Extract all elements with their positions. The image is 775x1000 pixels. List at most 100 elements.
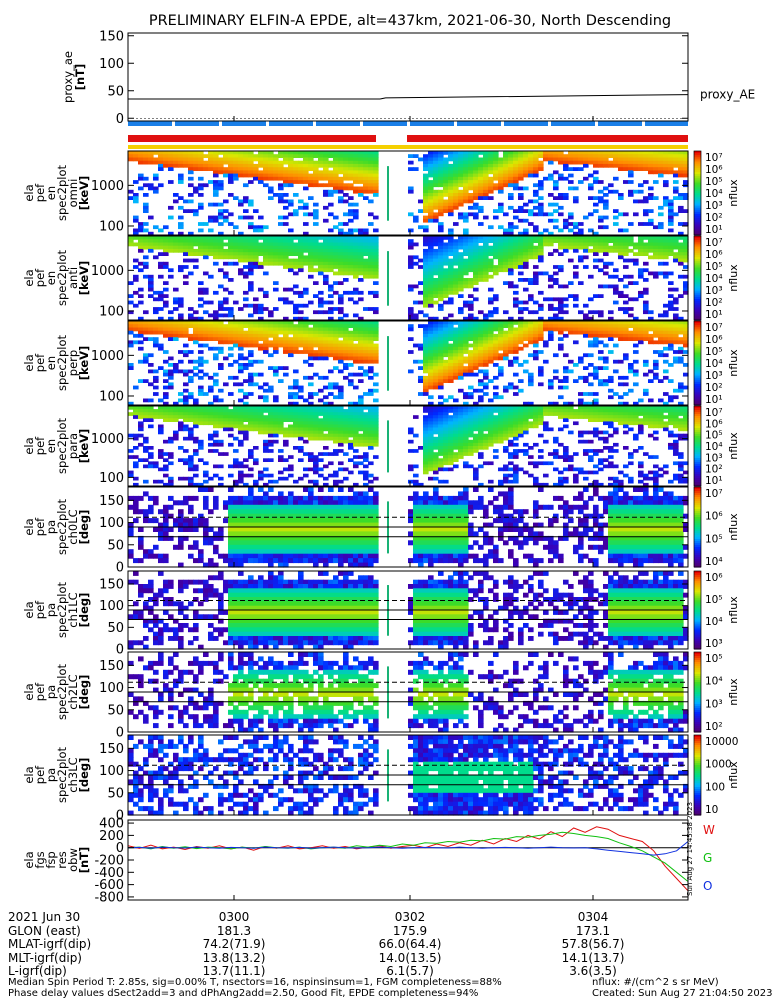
heatmap-cell: [248, 375, 254, 380]
heatmap-cell: [608, 236, 614, 240]
heatmap-cell: [663, 154, 669, 158]
heatmap-cell: [468, 160, 474, 165]
plot-title: PRELIMINARY ELFIN-A EPDE, alt=437km, 202…: [149, 13, 671, 29]
heatmap-cell: [678, 252, 684, 256]
heatmap-cell: [173, 160, 179, 165]
heatmap-cell: [488, 196, 494, 200]
heatmap-cell: [138, 421, 144, 426]
heatmap-cell: [483, 337, 489, 341]
heatmap-cell: [273, 398, 279, 403]
heatmap-cell: [213, 242, 219, 247]
heatmap-cell: [543, 236, 549, 240]
heatmap-cell: [353, 242, 359, 247]
heatmap-cell: [478, 337, 484, 341]
heatmap-cell: [298, 176, 304, 181]
heatmap-cell: [338, 167, 344, 171]
heatmap-cell: [468, 180, 474, 184]
heatmap-cell: [243, 167, 249, 171]
heatmap-cell: [428, 343, 434, 348]
heatmap-cell: [198, 375, 204, 380]
heatmap-cell: [328, 294, 334, 298]
heatmap-cell: [333, 261, 339, 266]
heatmap-cell: [218, 170, 224, 175]
heatmap-cell: [423, 337, 429, 341]
colorbar-segment: [694, 390, 701, 393]
heatmap-cell: [513, 359, 519, 364]
heatmap-cell: [128, 189, 134, 194]
heatmap-cell: [618, 154, 624, 158]
heatmap-cell: [308, 258, 314, 263]
heatmap-cell: [463, 228, 469, 233]
heatmap-cell: [438, 401, 444, 406]
heatmap-cell: [308, 427, 314, 432]
heatmap-cell: [348, 350, 354, 354]
heatmap-cell: [323, 375, 329, 380]
heatmap-cell: [313, 412, 319, 416]
heatmap-cell: [548, 193, 554, 197]
heatmap-cell: [643, 388, 649, 393]
heatmap-cell: [323, 350, 329, 354]
heatmap-cell: [203, 287, 209, 292]
heatmap-cell: [323, 415, 329, 419]
heatmap-cell: [448, 366, 454, 370]
heatmap-cell: [143, 327, 149, 332]
heatmap-cell: [513, 297, 519, 302]
heatmap-cell: [203, 236, 209, 240]
heatmap-cell: [658, 157, 664, 162]
heatmap-cell: [353, 427, 359, 432]
heatmap-cell: [463, 281, 469, 285]
heatmap-cell: [288, 173, 294, 178]
heatmap-cell: [443, 316, 449, 321]
heatmap-cell: [338, 196, 344, 200]
heatmap-cell: [558, 343, 564, 348]
heatmap-cell: [198, 287, 204, 292]
heatmap-cell: [198, 337, 204, 341]
heatmap-cell: [178, 392, 184, 396]
heatmap-cell: [348, 228, 354, 233]
heatmap-cell: [553, 180, 559, 184]
heatmap-cell: [278, 458, 284, 462]
heatmap-cell: [203, 327, 209, 332]
heatmap-cell: [543, 340, 549, 345]
heatmap-cell: [598, 340, 604, 345]
heatmap-cell: [558, 265, 564, 269]
heatmap-cell: [298, 385, 304, 390]
heatmap-cell: [298, 327, 304, 332]
heatmap-cell: [448, 337, 454, 341]
heatmap-cell: [603, 271, 609, 276]
heatmap-cell: [473, 343, 479, 348]
colorbar-segment: [694, 226, 701, 230]
colorbar-segment: [694, 176, 701, 179]
heatmap-cell: [318, 245, 324, 250]
heatmap-cell: [358, 353, 364, 358]
heatmap-cell: [518, 231, 524, 236]
heatmap-cell: [468, 343, 474, 348]
heatmap-cell: [233, 449, 239, 453]
heatmap-cell: [178, 239, 184, 243]
heatmap-cell: [293, 265, 299, 269]
heatmap-cell: [483, 196, 489, 200]
heatmap-cell: [188, 258, 194, 263]
heatmap-cell: [578, 401, 584, 406]
heatmap-cell: [268, 186, 274, 191]
heatmap-cell: [333, 248, 339, 253]
heatmap-cell: [163, 473, 169, 478]
heatmap-cell: [218, 321, 224, 325]
heatmap-cell: [373, 170, 379, 175]
heatmap-cell: [498, 239, 504, 243]
heatmap-cell: [678, 388, 684, 393]
heatmap-cell: [333, 242, 339, 247]
heatmap-cell: [353, 160, 359, 165]
heatmap-cell: [683, 363, 689, 367]
heatmap-cell: [353, 449, 359, 453]
heatmap-cell: [298, 239, 304, 243]
heatmap-cell: [263, 449, 269, 453]
heatmap-cell: [283, 160, 289, 165]
heatmap-cell: [148, 353, 154, 358]
heatmap-cell: [198, 154, 204, 158]
heatmap-cell: [333, 307, 339, 311]
heatmap-cell: [538, 258, 544, 263]
heatmap-cell: [338, 467, 344, 472]
heatmap-cell: [368, 180, 374, 184]
heatmap-cell: [193, 330, 199, 335]
